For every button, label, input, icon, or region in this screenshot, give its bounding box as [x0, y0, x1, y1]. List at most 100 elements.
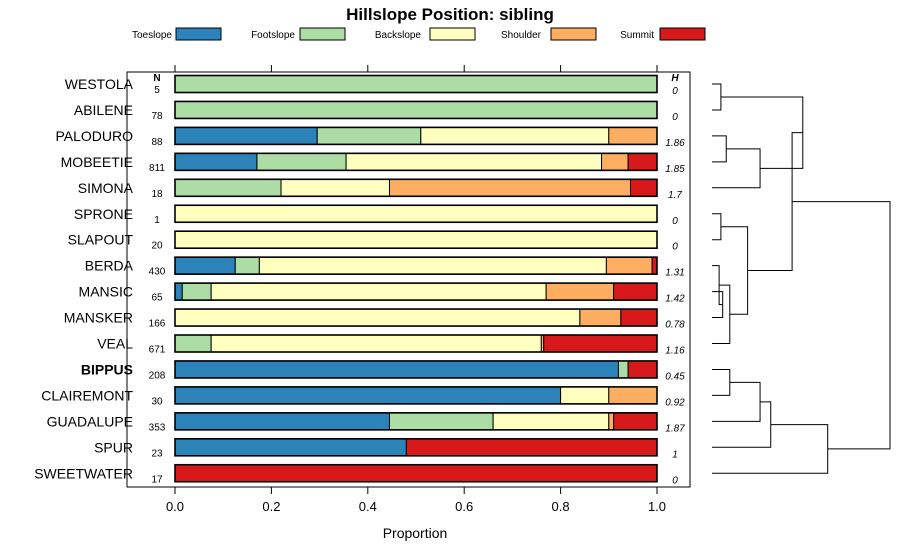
x-tick-label: 0.4 — [359, 499, 377, 514]
x-tick-label: 0.6 — [455, 499, 473, 514]
dendrogram-link-l — [712, 381, 761, 422]
bar-outline — [174, 282, 658, 301]
h-value: 0 — [672, 216, 678, 227]
row-slapout: SLAPOUT 20 0 — [68, 230, 678, 253]
dendrogram-link-m — [712, 401, 772, 448]
bar-segment-backslope — [280, 178, 390, 197]
row-mansic: MANSIC 65 1.42 — [79, 282, 685, 305]
legend-label-toeslope: Toeslope — [132, 30, 172, 41]
bar-outline — [174, 204, 658, 224]
n-value: 166 — [149, 319, 166, 330]
h-value: 1.85 — [665, 164, 685, 175]
h-value: 0 — [672, 242, 678, 253]
n-value: 30 — [151, 396, 163, 407]
bar-outline — [174, 230, 658, 249]
row-westola: WESTOLA 5 0 — [65, 74, 678, 97]
bar-segment-backslope — [420, 126, 610, 145]
n-value: 811 — [149, 163, 165, 174]
n-value: 5 — [154, 85, 160, 96]
bar-segment-shoulder — [605, 256, 653, 275]
soil-label: GUADALUPE — [47, 413, 133, 429]
bar-segment-footslope — [316, 126, 422, 145]
bar-segment-summit — [613, 282, 658, 301]
n-value: 18 — [151, 189, 163, 200]
n-value: 23 — [151, 448, 163, 459]
x-tick-label: 0.2 — [262, 499, 280, 514]
soil-label: BIPPUS — [81, 361, 133, 377]
n-value: 20 — [151, 241, 163, 252]
bar-outline — [174, 386, 658, 405]
bar-segment-shoulder — [388, 178, 631, 197]
h-value: 1 — [672, 449, 678, 460]
soil-label: MANSKER — [64, 310, 133, 326]
soil-label: ABILENE — [74, 102, 133, 118]
legend-swatch-backslope — [429, 27, 476, 41]
h-value: 1.86 — [665, 138, 685, 149]
h-value: 0 — [672, 112, 678, 123]
soil-label: SLAPOUT — [68, 232, 134, 248]
dendrogram-link-d — [720, 96, 804, 169]
bar-segment-backslope — [210, 282, 547, 301]
row-sweetwater: SWEETWATER 17 0 — [34, 463, 678, 486]
bar-outline — [174, 308, 658, 327]
x-tick-label: 0.0 — [166, 499, 184, 514]
bar-segment-footslope — [388, 412, 494, 431]
legend-swatch-shoulder — [550, 27, 597, 41]
dendrogram-link-a — [712, 83, 722, 111]
bar-segment-summit — [174, 464, 658, 483]
row-mansker: MANSKER 166 0.78 — [64, 308, 685, 331]
bar-segment-toeslope — [174, 386, 562, 405]
bar-segment-backslope — [492, 412, 610, 431]
bar-outline — [174, 256, 658, 275]
bar-outline — [174, 360, 658, 379]
x-axis: 0.0 0.2 0.4 0.6 0.8 1.0 — [166, 487, 666, 514]
bar-segment-footslope — [617, 360, 629, 379]
n-value: 78 — [151, 111, 163, 122]
bar-segment-summit — [405, 438, 658, 457]
legend-label-backslope: Backslope — [375, 30, 422, 41]
dendrogram — [712, 83, 891, 474]
bar-segment-toeslope — [174, 438, 407, 457]
h-value: 1.16 — [665, 346, 685, 357]
n-value: 671 — [149, 345, 166, 356]
row-berda: BERDA 430 1.31 — [85, 256, 685, 279]
bar-segment-backslope — [174, 204, 658, 223]
bar-segment-shoulder — [608, 126, 658, 145]
bar-segment-backslope — [174, 308, 581, 327]
bar-segment-summit — [627, 152, 658, 171]
bar-segment-toeslope — [174, 152, 258, 171]
legend-swatch-summit — [659, 27, 706, 41]
dendrogram-link-e — [712, 213, 722, 241]
bar-segment-toeslope — [174, 282, 183, 301]
soil-label: CLAIREMONT — [41, 387, 133, 403]
soil-label: SWEETWATER — [34, 465, 133, 481]
bar-outline — [174, 463, 658, 483]
dendrogram-link-n — [712, 424, 829, 474]
bar-segment-summit — [627, 360, 658, 379]
row-paloduro: PALODURO 88 1.86 — [55, 126, 685, 149]
legend-swatch-toeslope — [175, 27, 222, 41]
bar-outline — [174, 152, 658, 172]
n-value: 208 — [149, 370, 166, 381]
row-guadalupe: GUADALUPE 353 1.87 — [47, 412, 685, 434]
row-abilene: ABILENE 78 0 — [74, 100, 678, 123]
h-value: 1.31 — [665, 268, 684, 279]
row-spur: SPUR 23 1 — [94, 437, 678, 460]
bar-segment-backslope — [210, 334, 542, 353]
bar-segment-footslope — [234, 256, 260, 275]
x-axis-label: Proportion — [383, 525, 448, 541]
top-axis-ticks — [174, 65, 658, 72]
bar-segment-footslope — [174, 178, 282, 197]
bar-outline — [174, 100, 658, 120]
legend: Toeslope Footslope Backslope Shoulder Summit — [132, 27, 706, 41]
soil-label: WESTOLA — [65, 76, 134, 92]
bar-segment-summit — [613, 412, 658, 431]
bar-segment-footslope — [181, 282, 212, 301]
legend-label-summit: Summit — [620, 30, 654, 41]
bar-segment-summit — [629, 178, 658, 197]
soil-label: MOBEETIE — [61, 154, 133, 170]
bar-segment-backslope — [174, 230, 658, 249]
row-simona: SIMONA 18 1.7 — [78, 178, 682, 201]
row-veal: VEAL 671 1.16 — [97, 334, 685, 357]
bar-segment-backslope — [560, 386, 610, 405]
